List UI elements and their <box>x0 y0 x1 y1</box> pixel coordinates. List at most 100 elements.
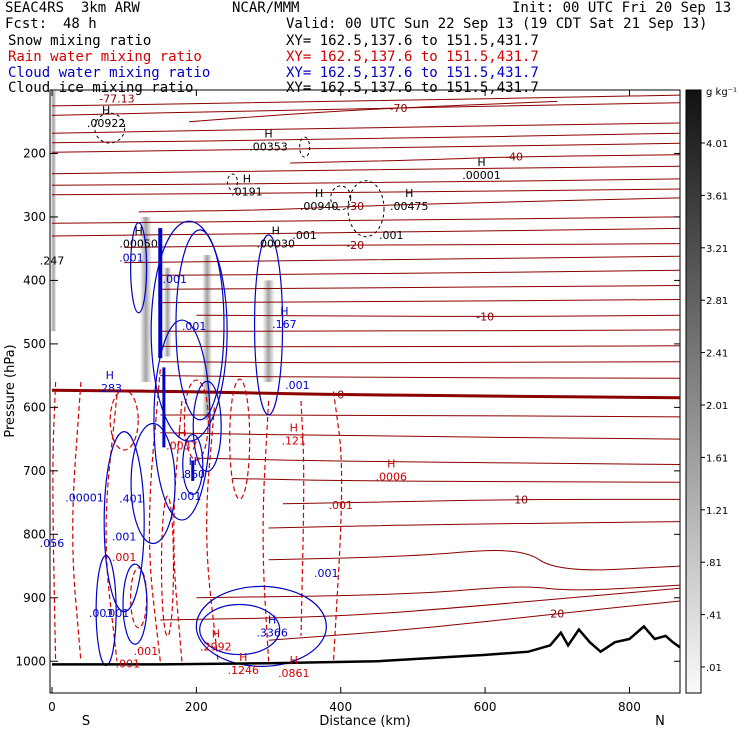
max-marker: H <box>264 127 272 140</box>
isotherm-line <box>51 94 681 107</box>
cloud-contour <box>182 433 204 496</box>
isotherm-label: -10 <box>476 311 494 324</box>
forecast-label: Fcst: <box>5 16 48 32</box>
x-tick-label: 200 <box>185 700 208 714</box>
y-tick-label: 300 <box>23 210 46 224</box>
max-value-label: .2992 <box>200 641 232 654</box>
snow-shade <box>139 216 152 382</box>
contour-label: .001 <box>285 379 310 392</box>
field-xy-rain: XY= 162.5,137.6 to 151.5,431.7 <box>286 49 539 65</box>
max-marker: H <box>280 305 288 318</box>
max-marker: H <box>134 225 142 238</box>
x-tick-label: 600 <box>474 700 497 714</box>
max-marker: H <box>405 187 413 200</box>
contour-label: .401 <box>119 493 144 506</box>
contour-label: .001 <box>105 607 130 620</box>
snow-contour-layer <box>94 112 385 238</box>
field-label-cloud-ice: Cloud ice mixing ratio <box>8 80 194 96</box>
y-tick-label: 200 <box>23 146 46 160</box>
colorbar-tick-label: 2.41 <box>706 349 728 360</box>
rain-contour <box>300 400 305 636</box>
isotherm-label: 0 <box>337 389 344 402</box>
isotherm-line <box>51 142 681 153</box>
north-label: N <box>655 714 665 729</box>
isotherm-line <box>160 375 681 379</box>
y-tick-label: 900 <box>23 591 46 605</box>
colorbar-tick-label: 4.01 <box>706 139 728 150</box>
max-value-label: .00475 <box>390 200 429 213</box>
contour-label: .001 <box>112 551 137 564</box>
cloud-contour <box>130 422 176 545</box>
max-value-label: .00050 <box>119 238 158 251</box>
max-value-label: .283 <box>97 382 122 395</box>
max-value-label: .167 <box>272 318 297 331</box>
cloud-contour <box>130 222 148 314</box>
plot-frame <box>49 89 681 694</box>
cloud-contour <box>253 234 284 416</box>
rain-contour <box>148 369 161 662</box>
y-tick-label: 1000 <box>15 654 46 668</box>
cloud-contour <box>103 431 145 613</box>
max-marker: H <box>239 651 247 664</box>
cloud-contour <box>192 380 222 473</box>
isotherm-line <box>160 285 681 290</box>
isotherm-line <box>51 178 681 186</box>
isotherm--70 <box>189 100 558 123</box>
snow-shade <box>163 267 172 357</box>
y-tick-label: 800 <box>23 527 46 541</box>
x-tick-label: 800 <box>618 700 641 714</box>
isotherm-line <box>160 345 681 348</box>
colorbar-tick-label: 1.21 <box>706 506 728 517</box>
max-marker: H <box>212 628 220 641</box>
max-value-label: .0006 <box>376 470 408 483</box>
isotherm--40 <box>290 154 681 164</box>
isotherm-0 <box>51 388 681 400</box>
max-marker: H <box>106 369 114 382</box>
colorbar-tick-label: 2.01 <box>706 401 728 412</box>
isotherm-line <box>160 269 681 276</box>
isotherm--30 <box>138 197 681 213</box>
contour-label: .001 <box>112 531 137 544</box>
contour-label: .001 <box>328 499 353 512</box>
isotherm-label: 20 <box>550 608 564 621</box>
isotherm-line <box>51 188 681 196</box>
field-xy-snow: XY= 162.5,137.6 to 151.5,431.7 <box>286 33 539 49</box>
max-value-label: .00940 <box>300 200 339 213</box>
colorbar <box>685 89 702 694</box>
axes-layer: 0 200 400 600 800200300400500600700800900100… <box>15 90 680 714</box>
contour-label: .001 <box>119 251 144 264</box>
isotherm-label: -70 <box>389 102 407 115</box>
contour-label: .001 <box>89 607 114 620</box>
rain-contour <box>206 407 219 662</box>
isotherm-line <box>51 216 681 224</box>
isotherm-line <box>51 122 681 134</box>
isotherm--10 <box>196 314 681 317</box>
field-label-rain: Rain water mixing ratio <box>8 49 202 65</box>
isotherm-line <box>124 255 681 264</box>
max-marker: H <box>290 654 298 667</box>
x-axis-title: Distance (km) <box>319 714 410 729</box>
rain-contour-loop <box>229 378 251 500</box>
rain-contour-loop <box>109 389 139 451</box>
isotherm-line <box>51 165 681 175</box>
colorbar-tick-label: 3.21 <box>706 244 728 255</box>
contour-label: .001 <box>177 490 202 503</box>
y-axis-title: Pressure (hPa) <box>3 344 18 437</box>
colorbar-tick-layer: 4.01 3.61 3.21 2.81 2.41 2.01 1.61 1.21 .81 .41 .0… <box>701 139 728 674</box>
max-value-label: .121 <box>282 434 307 447</box>
colorbar-unit: g kg⁻¹ <box>706 87 737 98</box>
isotherm-line <box>268 550 681 571</box>
colorbar-tick-label: 2.81 <box>706 296 728 307</box>
cloud-contour <box>199 603 281 656</box>
field-xy-cloud-water: XY= 162.5,137.6 to 151.5,431.7 <box>286 65 539 81</box>
snow-contour <box>330 185 352 211</box>
max-value-label: .0037 <box>166 439 198 452</box>
max-marker: H <box>243 172 251 185</box>
cloud-contour <box>153 319 211 521</box>
max-value-label: .860 <box>181 468 206 481</box>
isotherm-line <box>268 521 681 529</box>
rain-contour-layer <box>52 369 343 662</box>
snow-contour <box>94 112 126 144</box>
